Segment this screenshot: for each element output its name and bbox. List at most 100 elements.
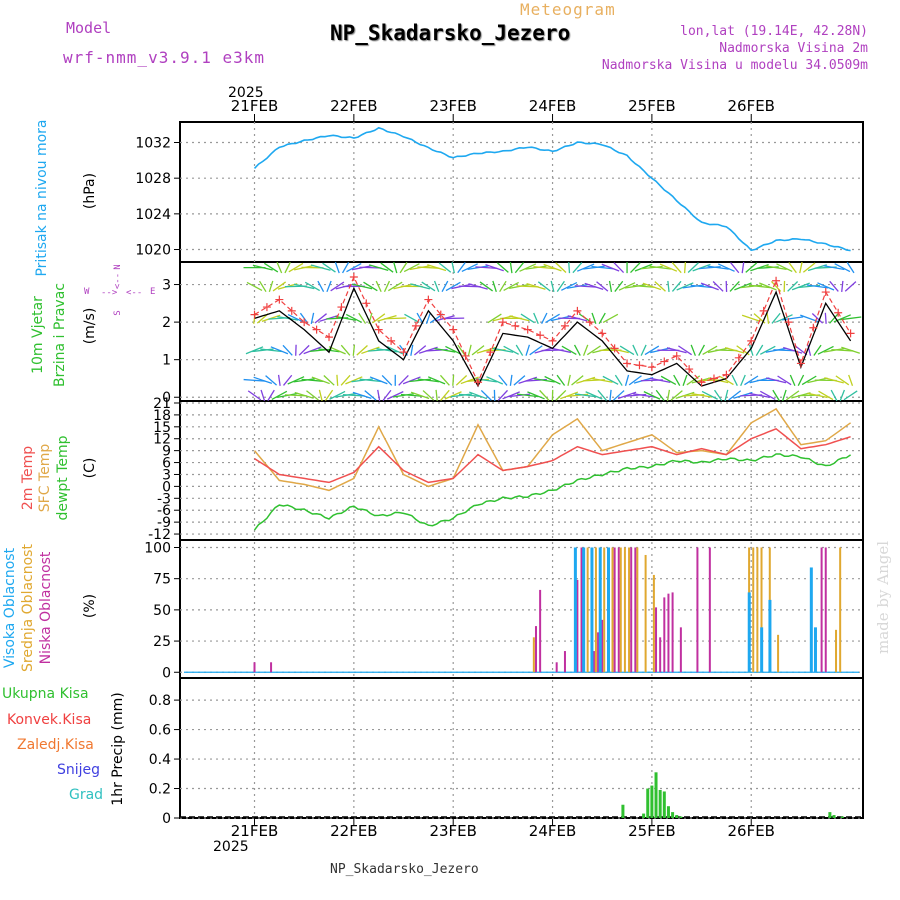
wind-gust-marker — [623, 359, 632, 368]
cloud-low-bar — [630, 547, 633, 673]
wind-arrow — [654, 281, 666, 292]
day-label-top: 21FEB — [231, 97, 278, 115]
precip-total-bar — [654, 772, 658, 818]
wind-arrow — [422, 390, 435, 401]
wind-rose-east: E — [150, 287, 156, 297]
wind-arrow — [835, 375, 850, 386]
wind-arrow — [643, 391, 661, 400]
wind-arrow — [759, 390, 776, 400]
wind-arrow — [399, 262, 408, 274]
y-tick-label-temp: 0 — [162, 479, 171, 495]
wind-arrow — [293, 378, 315, 383]
wind-arrow — [802, 262, 816, 273]
wind-gust-marker — [747, 336, 756, 345]
wind-arrow — [306, 390, 319, 401]
wind-arrow — [383, 280, 391, 293]
wind-arrow — [410, 344, 414, 356]
model-label: Model — [66, 19, 112, 37]
wind-arrow — [597, 389, 608, 401]
wind-arrow — [755, 344, 764, 356]
wind-arrow — [421, 281, 436, 292]
wind-arrow — [655, 389, 665, 401]
wind-arrow — [243, 378, 266, 382]
wind-arrow — [690, 344, 696, 356]
wind-gust-marker — [809, 323, 818, 332]
wind-arrow — [766, 377, 787, 384]
cloud-low-bar — [820, 547, 823, 673]
wind-gust-marker — [536, 331, 545, 340]
wind-arrow — [617, 391, 637, 400]
wind-arrow — [543, 263, 562, 272]
wind-arrow — [730, 262, 740, 274]
wind-arrow — [372, 313, 386, 324]
wind-arrow — [649, 265, 671, 270]
precip-total-bar — [666, 806, 670, 818]
wind-arrow — [467, 344, 472, 356]
wind-arrow — [787, 281, 799, 292]
y-tick-label-temp: 3 — [162, 467, 171, 483]
wind-arrow — [533, 377, 555, 383]
wind-arrow — [807, 392, 828, 399]
wind-arrow — [624, 284, 646, 289]
wind-arrow — [277, 374, 281, 386]
wind-arrow — [293, 283, 315, 290]
wind-arrow — [537, 281, 551, 292]
wind-arrow — [272, 281, 287, 292]
station-altitude: Nadmorska Visina 2m — [719, 41, 868, 56]
wind-arrow — [799, 262, 803, 274]
wind-arrow — [487, 313, 502, 324]
wind-arrow — [824, 377, 844, 384]
pressure-line — [253, 126, 851, 252]
wind-arrow — [741, 262, 745, 274]
wind-arrow — [783, 346, 803, 354]
wind-arrow — [717, 263, 735, 272]
wind-arrow — [555, 262, 567, 273]
wind-arrow — [613, 390, 625, 401]
day-label-bottom: 25FEB — [628, 822, 675, 840]
wind-arrow — [514, 262, 525, 274]
wind-arrow — [509, 262, 513, 274]
wind-arrow — [356, 344, 368, 356]
cloud-high-bar — [598, 547, 602, 673]
wind-arrow — [666, 389, 671, 401]
wind-arrow — [619, 345, 635, 356]
wind-gust-marker — [498, 318, 507, 327]
wind-arrow — [329, 390, 346, 400]
cloud-mid-bar — [619, 547, 622, 673]
wind-arrow — [573, 344, 581, 356]
wind-arrow — [335, 315, 357, 321]
wind-arrow — [352, 283, 373, 290]
cloud-high-bar — [760, 627, 764, 673]
cloud-mid-bar — [760, 547, 763, 673]
y-tick-label-wind: 0 — [162, 390, 171, 406]
day-label-top: 22FEB — [330, 97, 377, 115]
wind-arrow — [813, 344, 822, 356]
wind-arrow — [671, 280, 682, 292]
wind-arrow — [457, 344, 466, 356]
wind-arrow — [318, 389, 323, 401]
wind-arrow — [555, 390, 567, 401]
y-tick-label-temp: 18 — [153, 408, 171, 424]
y-tick-label-temp: 6 — [162, 456, 171, 472]
wind-arrow — [282, 344, 293, 356]
wind-arrow — [533, 312, 539, 324]
cloud-low-bar — [679, 627, 682, 673]
wind-arrow — [673, 374, 681, 386]
precip-total-bar — [675, 815, 679, 818]
wind-arrow — [539, 389, 550, 401]
panel-frame-precip — [179, 677, 864, 819]
wind-arrow — [749, 392, 770, 398]
wind-arrow — [561, 281, 578, 291]
wind-arrow — [496, 262, 509, 273]
wind-arrow — [740, 374, 746, 386]
wind-arrow — [288, 262, 304, 273]
wind-arrow — [475, 378, 497, 383]
temp-2m-line — [254, 427, 851, 484]
wind-arrow — [263, 262, 279, 273]
wind-arrow — [614, 280, 624, 292]
wind-arrow — [403, 263, 420, 273]
cloud-mid-bar — [636, 547, 639, 673]
wind-arrow — [667, 280, 670, 292]
